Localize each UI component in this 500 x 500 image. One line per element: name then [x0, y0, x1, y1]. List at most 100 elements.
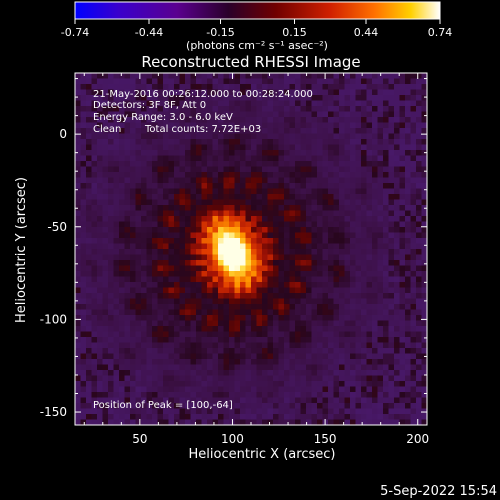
heatmap-cell — [86, 73, 92, 79]
heatmap-cell — [372, 133, 378, 140]
heatmap-cell — [350, 84, 356, 90]
heatmap-cell — [372, 161, 378, 167]
heatmap-cell — [229, 315, 235, 321]
heatmap-cell — [421, 78, 427, 85]
heatmap-cell — [317, 205, 323, 211]
heatmap-cell — [119, 111, 125, 118]
heatmap-cell — [108, 205, 114, 211]
heatmap-cell — [196, 243, 202, 250]
heatmap-cell — [251, 117, 257, 123]
heatmap-cell — [174, 397, 180, 404]
heatmap-cell — [251, 122, 257, 129]
heatmap-cell — [229, 78, 235, 85]
heatmap-cell — [350, 122, 356, 129]
heatmap-cell — [416, 139, 422, 145]
heatmap-cell — [146, 331, 153, 338]
heatmap-cell — [141, 100, 147, 107]
heatmap-cell — [102, 276, 109, 283]
heatmap-cell — [157, 293, 164, 299]
heatmap-cell — [383, 111, 389, 118]
heatmap-cell — [300, 194, 307, 200]
heatmap-cell — [190, 375, 197, 382]
heatmap-cell — [377, 397, 384, 404]
heatmap-cell — [377, 95, 384, 101]
heatmap-cell — [328, 260, 334, 266]
heatmap-cell — [388, 199, 395, 206]
heatmap-cell — [306, 337, 312, 343]
heatmap-cell — [344, 243, 351, 250]
heatmap-cell — [361, 84, 367, 90]
heatmap-image — [75, 73, 427, 425]
heatmap-cell — [251, 199, 257, 206]
heatmap-cell — [355, 194, 362, 200]
heatmap-cell — [278, 84, 285, 90]
heatmap-cell — [289, 320, 296, 327]
heatmap-cell — [311, 205, 318, 211]
heatmap-cell — [273, 150, 279, 156]
heatmap-cell — [333, 370, 340, 376]
y-tick-label: 0 — [59, 127, 67, 141]
heatmap-cell — [91, 304, 98, 310]
heatmap-cell — [223, 381, 230, 387]
heatmap-cell — [377, 331, 384, 338]
heatmap-cell — [207, 271, 213, 277]
heatmap-cell — [361, 331, 367, 338]
heatmap-cell — [179, 353, 186, 360]
heatmap-cell — [339, 403, 345, 409]
heatmap-cell — [421, 293, 427, 299]
heatmap-cell — [388, 161, 395, 167]
heatmap-cell — [135, 408, 142, 415]
heatmap-cell — [196, 73, 202, 79]
heatmap-cell — [234, 216, 241, 222]
heatmap-cell — [262, 304, 268, 310]
heatmap-cell — [119, 95, 125, 101]
heatmap-cell — [300, 117, 307, 123]
heatmap-cell — [91, 210, 98, 217]
heatmap-cell — [124, 375, 131, 382]
heatmap-cell — [245, 177, 252, 184]
heatmap-cell — [256, 133, 263, 140]
heatmap-cell — [361, 375, 367, 382]
heatmap-cell — [306, 309, 312, 316]
heatmap-cell — [75, 342, 81, 349]
heatmap-cell — [218, 78, 224, 85]
heatmap-cell — [190, 128, 197, 134]
heatmap-cell — [388, 403, 395, 409]
heatmap-cell — [240, 320, 246, 327]
heatmap-cell — [174, 122, 180, 129]
heatmap-cell — [394, 95, 400, 101]
heatmap-cell — [135, 166, 142, 173]
heatmap-cell — [322, 408, 329, 415]
heatmap-cell — [152, 122, 158, 129]
heatmap-cell — [366, 139, 373, 145]
heatmap-cell — [256, 177, 263, 184]
heatmap-cell — [91, 205, 98, 211]
heatmap-cell — [388, 348, 395, 354]
heatmap-cell — [102, 210, 109, 217]
heatmap-cell — [394, 419, 400, 425]
heatmap-cell — [421, 337, 427, 343]
heatmap-cell — [229, 375, 235, 382]
heatmap-cell — [97, 265, 103, 272]
heatmap-cell — [278, 265, 285, 272]
heatmap-cell — [350, 265, 356, 272]
heatmap-cell — [339, 166, 345, 173]
heatmap-cell — [278, 293, 285, 299]
heatmap-cell — [91, 243, 98, 250]
heatmap-cell — [86, 78, 92, 85]
heatmap-cell — [108, 403, 114, 409]
heatmap-cell — [383, 84, 389, 90]
heatmap-cell — [410, 254, 417, 261]
heatmap-cell — [91, 271, 98, 277]
heatmap-cell — [300, 364, 307, 371]
heatmap-cell — [350, 227, 356, 233]
heatmap-cell — [163, 375, 169, 382]
heatmap-cell — [75, 95, 81, 101]
heatmap-cell — [394, 364, 400, 371]
heatmap-cell — [80, 254, 87, 261]
heatmap-cell — [91, 397, 98, 404]
heatmap-cell — [218, 188, 224, 195]
heatmap-cell — [113, 95, 120, 101]
heatmap-cell — [102, 392, 109, 398]
heatmap-cell — [223, 326, 230, 332]
